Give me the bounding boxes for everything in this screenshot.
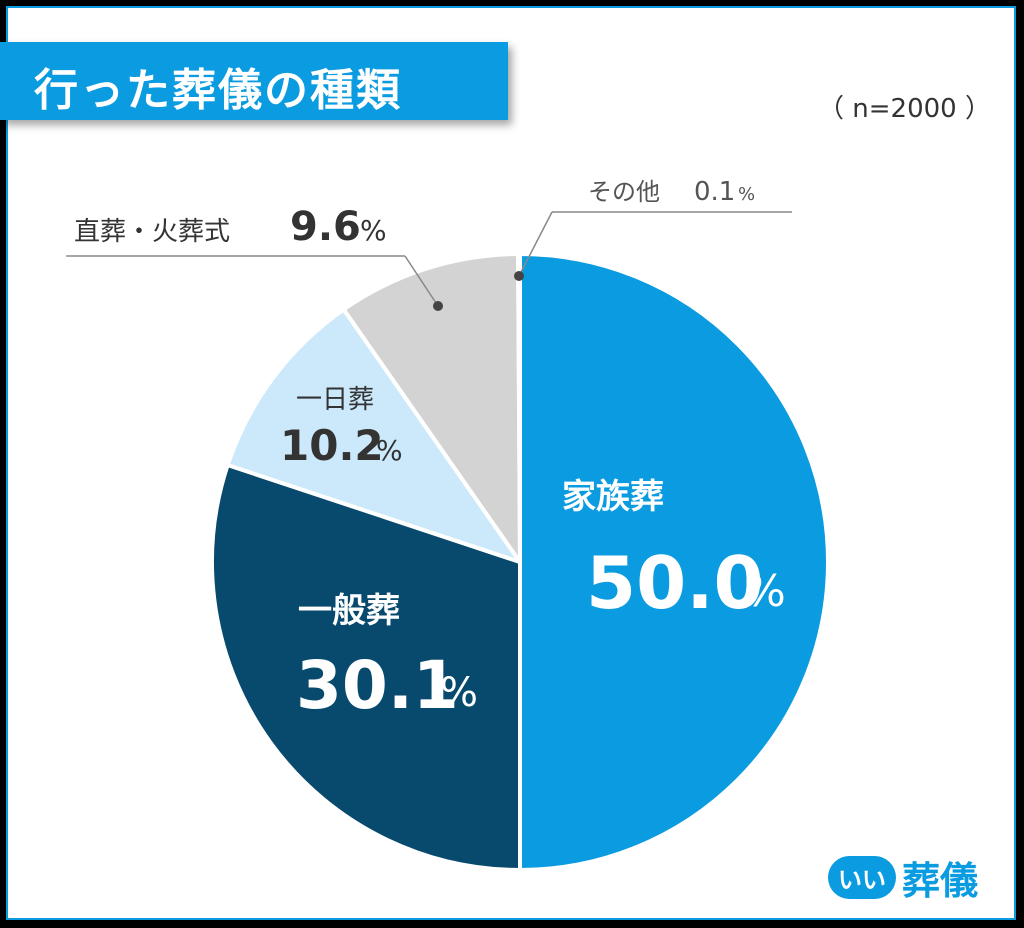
title-band: 行った葬儀の種類	[0, 42, 508, 120]
slice-value-direct: 9.6	[290, 204, 361, 250]
slice-label-general: 一般葬	[298, 591, 400, 631]
slice-family	[518, 252, 830, 872]
leader-dot-other	[514, 271, 524, 281]
slice-label-direct: 直葬・火葬式	[74, 217, 230, 247]
slice-general	[210, 462, 522, 872]
slice-direct	[341, 252, 522, 564]
logo-mark: いい	[828, 855, 896, 899]
slice-unit-family: %	[744, 566, 786, 617]
slice-value-other: 0.1	[694, 177, 735, 207]
slice-value-general: 30.1	[296, 647, 459, 724]
slice-label-other: その他	[588, 178, 660, 206]
slice-value-family: 50.0	[586, 541, 764, 625]
pie-slices	[210, 252, 830, 872]
chart-title: 行った葬儀の種類	[34, 65, 402, 116]
logo-name: 葬儀	[902, 858, 979, 903]
leader-line-other-diag	[518, 211, 553, 277]
slice-value-oneday: 10.2	[280, 421, 384, 470]
slice-unit-general: %	[440, 670, 478, 716]
slice-label-family: 家族葬	[562, 477, 664, 517]
leader-dot-direct	[433, 301, 443, 311]
slice-oneday	[225, 307, 522, 564]
brand-logo: いい 葬儀	[828, 852, 979, 903]
slice-unit-direct: %	[360, 214, 387, 247]
slice-unit-oneday: %	[376, 434, 403, 467]
slice-other	[516, 252, 522, 564]
slice-unit-other: %	[738, 184, 755, 205]
leader-line-direct-diag	[404, 255, 439, 307]
slice-label-oneday: 一日葬	[296, 385, 374, 415]
sample-size-label: （ n=2000 ）	[818, 94, 991, 124]
